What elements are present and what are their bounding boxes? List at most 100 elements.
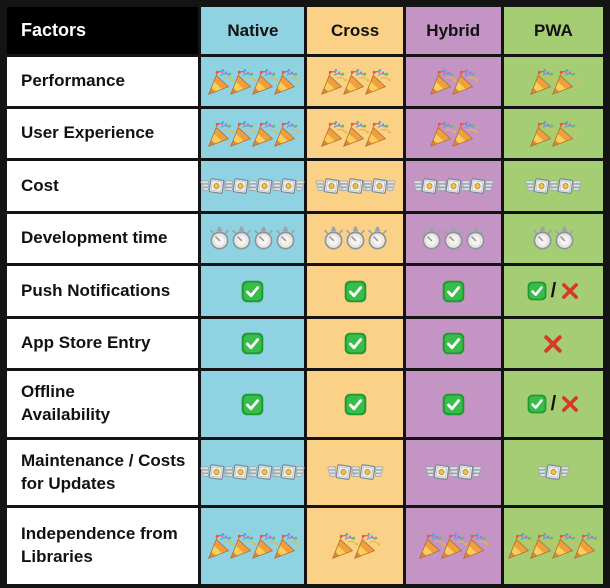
party-popper-icon (362, 119, 392, 149)
value-cell (198, 368, 308, 440)
value-cell (402, 505, 504, 587)
cell-icon-group (201, 57, 304, 106)
party-popper-icon (505, 531, 535, 561)
column-header-label: Hybrid (426, 20, 481, 40)
value-cell (402, 106, 504, 161)
factors-header-cell: Factors (3, 4, 202, 57)
value-cell (500, 316, 607, 371)
stopwatch-icon (231, 226, 252, 251)
cell-icon-group (307, 440, 402, 505)
factor-cell: Maintenance / Costs for Updates (3, 437, 202, 508)
value-cell (402, 158, 504, 214)
party-popper-icon (438, 531, 468, 561)
party-popper-icon (271, 119, 301, 149)
cell-icon-group (406, 319, 501, 368)
stopwatch-icon (532, 226, 553, 251)
value-cell (198, 158, 308, 214)
cell-icon-group (406, 109, 501, 158)
cell-icon-group (504, 161, 603, 211)
factor-cell: User Experience (3, 106, 202, 161)
value-cell (402, 368, 504, 440)
cell-icon-group (504, 109, 603, 158)
stopwatch-icon (209, 226, 230, 251)
money-with-wings-icon (461, 175, 494, 198)
money-with-wings-icon (549, 175, 582, 198)
stopwatch-icon (253, 226, 274, 251)
cell-icon-group (201, 508, 304, 584)
party-popper-icon (460, 531, 490, 561)
factor-row: Development time (3, 211, 607, 266)
column-header-native: Native (198, 4, 308, 57)
value-cell (304, 106, 406, 161)
party-popper-icon (427, 67, 457, 97)
value-cell (500, 211, 607, 266)
cross-mark-icon (560, 394, 580, 414)
column-header-label: Native (227, 20, 279, 40)
party-popper-icon (549, 67, 579, 97)
cell-icon-group (307, 214, 402, 263)
cell-icon-group (307, 371, 402, 437)
party-popper-icon (351, 531, 381, 561)
factor-cell: Offline Availability (3, 368, 202, 440)
party-popper-icon (271, 67, 301, 97)
factors-table: Factors Native Cross Hybrid PWA Performance (3, 4, 607, 587)
party-popper-icon (329, 531, 359, 561)
column-header-pwa: PWA (500, 4, 607, 57)
cross-mark-icon (560, 281, 580, 301)
party-popper-icon (227, 531, 257, 561)
check-mark-icon (241, 393, 264, 416)
party-popper-icon (449, 67, 479, 97)
party-popper-icon (249, 119, 279, 149)
cell-icon-group (307, 508, 402, 584)
money-with-wings-icon (537, 461, 570, 484)
check-mark-icon (527, 394, 547, 414)
stopwatch-icon (465, 226, 486, 251)
factor-row: Independence from Libraries (3, 505, 607, 587)
value-cell (402, 211, 504, 266)
cell-icon-group (504, 57, 603, 106)
factor-row: App Store Entry (3, 316, 607, 371)
party-popper-icon (340, 119, 370, 149)
cell-icon-group (307, 161, 402, 211)
value-cell (304, 505, 406, 587)
party-popper-icon (205, 67, 235, 97)
cell-icon-group (406, 508, 501, 584)
stopwatch-icon (323, 226, 344, 251)
factor-row: User Experience (3, 106, 607, 161)
value-cell: / (500, 263, 607, 319)
party-popper-icon (549, 531, 579, 561)
party-popper-icon (527, 67, 557, 97)
slash-separator: / (550, 393, 557, 415)
check-mark-icon (527, 281, 547, 301)
cell-icon-group (406, 161, 501, 211)
party-popper-icon (340, 67, 370, 97)
check-mark-icon (344, 393, 367, 416)
check-mark-icon (442, 280, 465, 303)
value-cell (304, 437, 406, 508)
factor-row: Performance (3, 54, 607, 109)
value-cell (198, 505, 308, 587)
column-header-cross: Cross (304, 4, 406, 57)
cross-mark-icon (542, 333, 564, 355)
cell-icon-group (201, 109, 304, 158)
cell-icon-group (307, 266, 402, 316)
value-cell (500, 437, 607, 508)
cell-icon-group (406, 266, 501, 316)
party-popper-icon (527, 531, 557, 561)
party-popper-icon (571, 531, 601, 561)
value-cell (198, 263, 308, 319)
party-popper-icon (227, 67, 257, 97)
factor-cell: Development time (3, 211, 202, 266)
column-header-hybrid: Hybrid (402, 4, 504, 57)
cell-icon-group (504, 440, 603, 505)
party-popper-icon (527, 119, 557, 149)
factor-cell: Push Notifications (3, 263, 202, 319)
party-popper-icon (249, 67, 279, 97)
factor-row: Offline Availability / (3, 368, 607, 440)
money-with-wings-icon (224, 175, 257, 198)
value-cell (304, 211, 406, 266)
cell-icon-group (201, 319, 304, 368)
value-cell: / (500, 368, 607, 440)
party-popper-icon (549, 119, 579, 149)
